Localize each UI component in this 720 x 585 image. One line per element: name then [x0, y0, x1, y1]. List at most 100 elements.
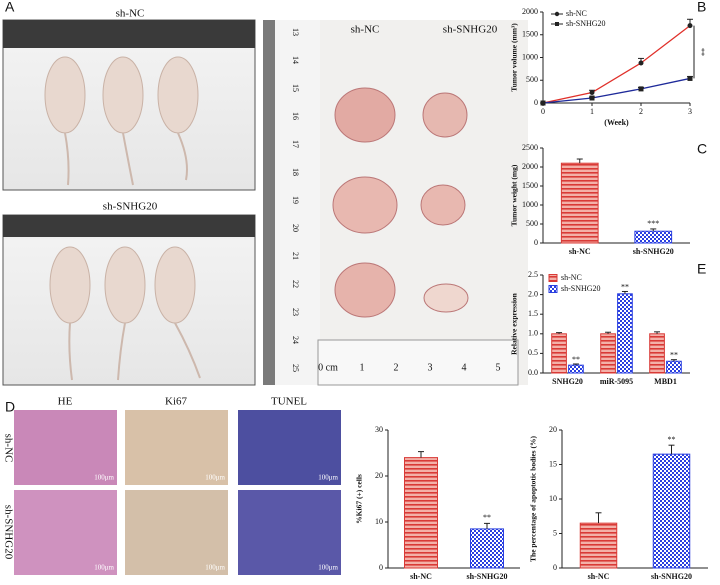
y-axis-label: The percentage of apoptotic bodies (%): [529, 436, 538, 562]
significance: **: [621, 282, 629, 291]
x-tick-label: sh-NC: [569, 247, 591, 256]
y-tick-label: 10: [549, 494, 557, 503]
bar: [404, 457, 438, 569]
y-tick-label: 20: [549, 425, 557, 434]
bar: [666, 360, 682, 374]
point: [638, 86, 644, 92]
x-tick-label: sh-NC: [410, 572, 432, 581]
ruler-label: 17: [291, 140, 300, 148]
bar: [634, 230, 673, 244]
y-tick-label: 1500: [522, 30, 538, 39]
y-axis-label: Relative expression: [510, 292, 519, 355]
ruler-label: 21: [291, 252, 300, 260]
ruler-label: 3: [428, 362, 433, 373]
bar: [560, 162, 599, 244]
series-line: [542, 25, 691, 104]
x-axis-label: (Week): [604, 118, 629, 127]
significance: **: [572, 355, 580, 364]
bar: [551, 333, 567, 374]
legend-swatch: [548, 285, 558, 293]
y-tick-label: 20: [375, 471, 383, 480]
histology-row: sh-SNHG20: [2, 505, 14, 560]
photo-dark-band: [3, 20, 255, 48]
y-tick-label: 0: [534, 238, 538, 247]
x-tick-label: sh-SNHG20: [467, 572, 508, 581]
point: [589, 95, 595, 101]
y-tick-label: 1000: [522, 52, 538, 61]
y-tick-label: 2500: [522, 143, 538, 152]
x-tick-label: miR-5095: [600, 377, 633, 386]
scale-bar-label: 100μm: [205, 474, 225, 482]
legend-label: sh-NC: [561, 273, 582, 282]
bar: [470, 528, 504, 569]
mice-snhg20: [49, 246, 201, 381]
bar: [649, 333, 665, 374]
x-tick-label: sh-SNHG20: [651, 572, 692, 581]
legend-label: sh-NC: [566, 9, 587, 18]
scale-bar-label: 100μm: [94, 564, 114, 572]
histology-column: Ki67: [165, 396, 188, 408]
legend-label: sh-SNHG20: [561, 284, 601, 293]
x-tick-label: SNHG20: [552, 377, 583, 386]
panel-label: C: [697, 141, 707, 157]
ruler-label: 14: [291, 56, 300, 64]
scale-bar-label: 100μm: [318, 564, 338, 572]
scale-bar-label: 100μm: [205, 564, 225, 572]
ruler-label: 19: [291, 196, 300, 204]
panel-label: E: [697, 261, 706, 277]
legend-swatch: [548, 274, 558, 282]
legend-marker: [554, 11, 560, 17]
point: [638, 60, 644, 66]
y-tick-label: 0: [553, 563, 557, 572]
tumors: [332, 87, 469, 318]
ruler-label: 22: [291, 280, 300, 288]
point: [687, 23, 693, 29]
y-tick-label: 500: [526, 75, 538, 84]
significance: ***: [647, 219, 659, 228]
y-tick-label: 0: [534, 98, 538, 107]
y-tick-label: 500: [526, 219, 538, 228]
legend-marker: [555, 22, 559, 26]
y-tick-label: 1.5: [528, 309, 538, 318]
panel-label: D: [5, 399, 15, 415]
ruler-label: 20: [291, 224, 300, 232]
ruler-label: 4: [462, 362, 467, 373]
ruler-label: 5: [496, 362, 501, 373]
point: [540, 100, 546, 106]
y-axis-label: Tumor volume (mm³): [510, 23, 519, 92]
y-tick-label: 10: [375, 517, 383, 526]
histology-column: TUNEL: [271, 396, 307, 408]
significance: **: [668, 435, 676, 444]
point: [589, 90, 595, 96]
x-tick-label: MBD1: [654, 377, 677, 386]
ruler-label: 2: [394, 362, 399, 373]
x-tick-label: 1: [590, 107, 594, 116]
point: [687, 75, 693, 81]
y-tick-label: 30: [375, 425, 383, 434]
ruler-label: 24: [291, 336, 300, 344]
y-tick-label: 1000: [522, 200, 538, 209]
scale-bar-label: 100μm: [318, 474, 338, 482]
photo-label: sh-SNHG20: [103, 201, 158, 213]
significance: **: [697, 48, 706, 56]
legend-label: sh-SNHG20: [566, 19, 606, 28]
bar: [617, 293, 633, 374]
histology-column: HE: [58, 396, 73, 408]
x-tick-label: 3: [688, 107, 692, 116]
photo-dark-band: [3, 215, 255, 237]
photo-label: sh-NC: [116, 8, 145, 20]
histology-images: [14, 410, 341, 575]
x-tick-label: 0: [541, 107, 545, 116]
y-axis-label: %Ki67 (+) cells: [355, 474, 364, 524]
y-tick-label: 1500: [522, 181, 538, 190]
ruler-label: 23: [291, 308, 300, 316]
y-tick-label: 2.0: [528, 289, 538, 298]
y-tick-label: 2.5: [528, 270, 538, 279]
mice-nc: [44, 56, 199, 186]
y-tick-label: 2000: [522, 7, 538, 16]
ruler-label: 13: [291, 28, 300, 36]
ruler-label: 0 cm: [318, 362, 338, 373]
ruler-label: 1: [360, 362, 365, 373]
bar: [568, 364, 584, 374]
